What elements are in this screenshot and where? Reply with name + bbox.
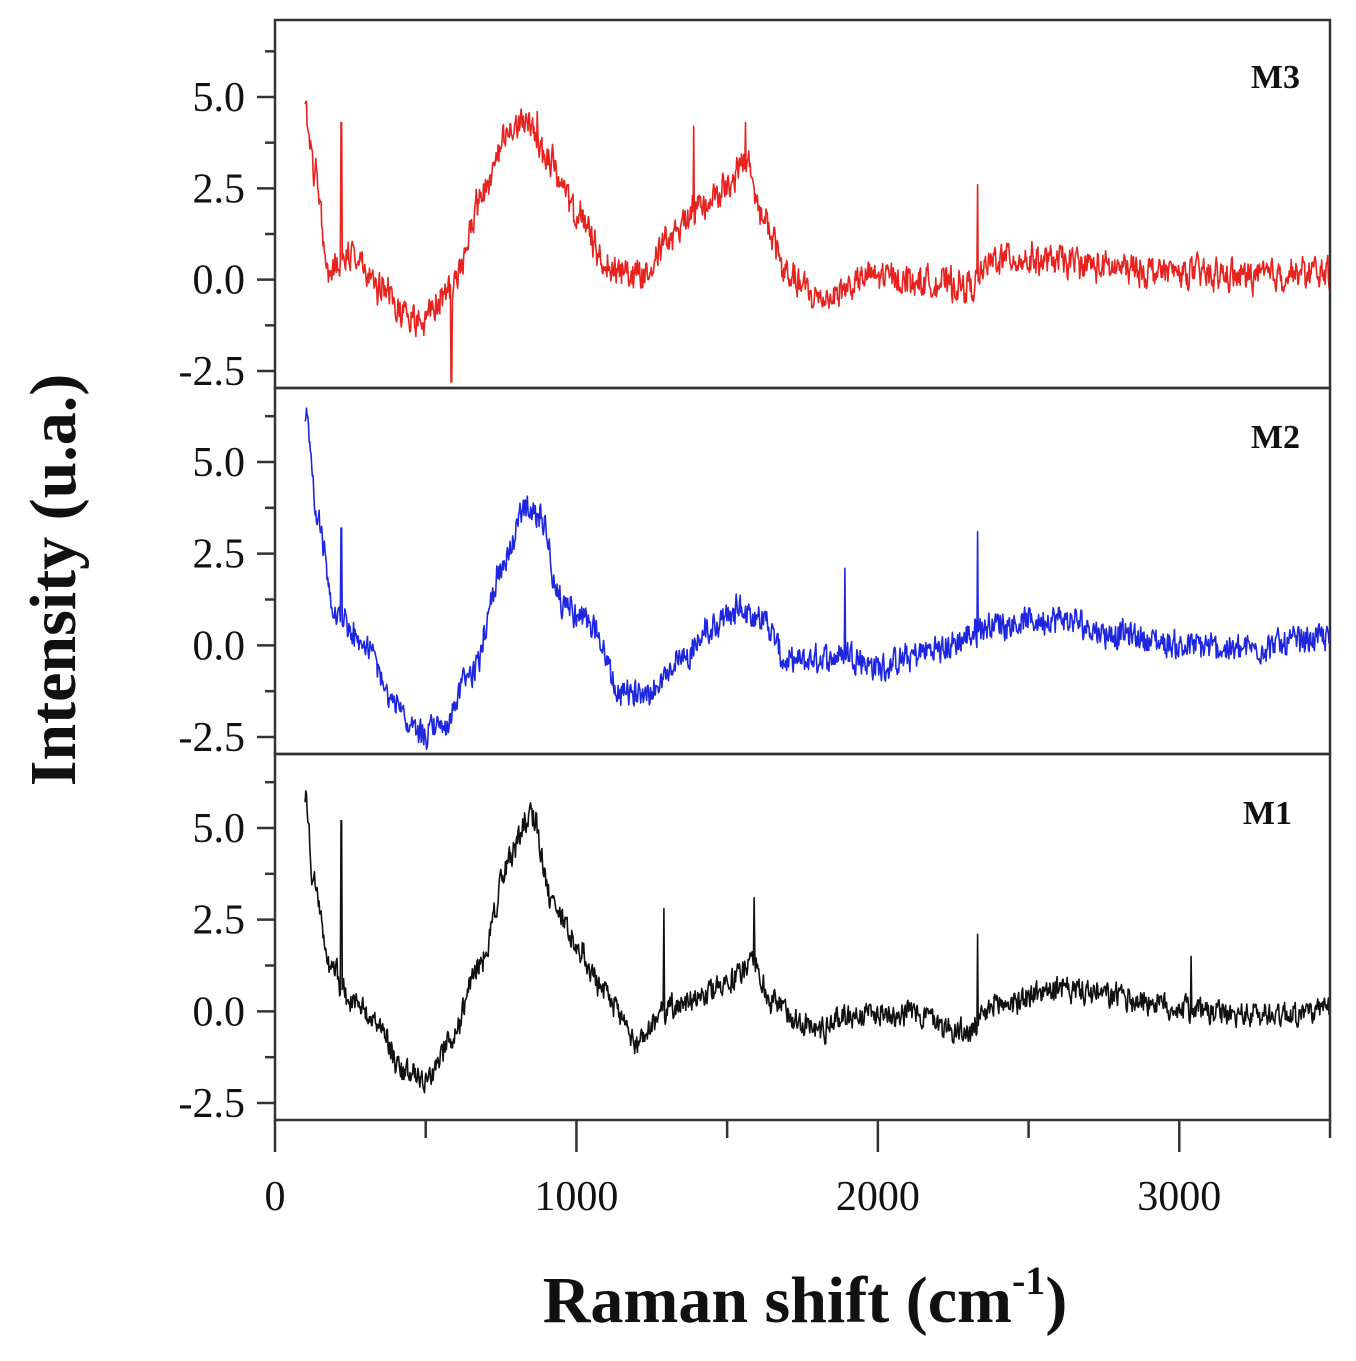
x-tick-label: 3000	[1137, 1174, 1221, 1220]
y-tick-label: -2.5	[179, 1081, 246, 1127]
y-tick-label: 2.5	[193, 166, 246, 212]
panel-m3: -2.5 0.0 2.5 5.0 M3	[179, 18, 1332, 395]
panel-m2: -2.5 0.0 2.5 5.0 M2	[179, 386, 1332, 761]
y-tick-label: 5.0	[193, 806, 246, 852]
panel-frame	[273, 386, 1332, 756]
series-line-m3	[304, 100, 1330, 383]
panel-frame	[273, 18, 1332, 390]
panel-m1: -2.5 0.0 2.5 5.0 M1	[179, 752, 1332, 1127]
series-line-m2	[304, 407, 1330, 751]
y-tick-label: 0.0	[193, 989, 246, 1035]
y-tick-label: 5.0	[193, 75, 246, 121]
y-tick-label: 5.0	[193, 440, 246, 486]
x-axis-title-superscript: -1	[1012, 1258, 1045, 1303]
x-tick-label: 1000	[534, 1174, 618, 1220]
panels-group: -2.5 0.0 2.5 5.0 M3 -2.5 0.0 2.5 5.0 M2 -2.5 0.0 2.5…	[179, 18, 1332, 1127]
x-axis-title-end: )	[1045, 1264, 1067, 1337]
panel-label-m1: M1	[1243, 795, 1292, 832]
series-line-m1	[304, 790, 1330, 1094]
panel-frame	[273, 752, 1332, 1122]
y-tick-label: 2.5	[193, 898, 246, 944]
y-axis-title: Intensity (u.a.)	[17, 374, 90, 787]
y-tick-label: -2.5	[179, 715, 246, 761]
x-tick-label: 0	[265, 1174, 286, 1220]
y-tick-label: 0.0	[193, 258, 246, 304]
y-tick-label: 0.0	[193, 623, 246, 669]
y-tick-label: -2.5	[179, 349, 246, 395]
y-tick-label: 2.5	[193, 532, 246, 578]
x-axis-title-main: Raman shift (cm	[543, 1264, 1012, 1337]
x-axis-title: Raman shift (cm-1)	[543, 1258, 1068, 1337]
x-axis: 0 1000 2000 3000	[265, 1120, 1332, 1220]
panel-label-m3: M3	[1251, 59, 1300, 96]
x-tick-label: 2000	[836, 1174, 920, 1220]
panel-label-m2: M2	[1251, 419, 1300, 456]
